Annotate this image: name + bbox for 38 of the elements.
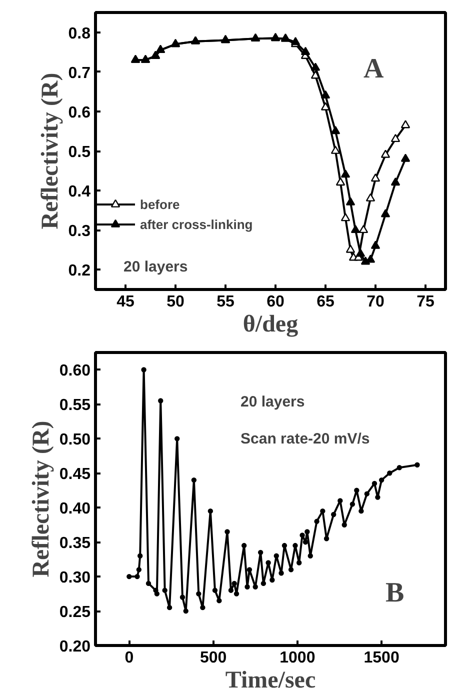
- y-tick-label: 0.20: [59, 638, 91, 656]
- y-tick-label: 0.8: [68, 25, 91, 42]
- y-tick-label: 0.45: [59, 466, 91, 484]
- x-tick-label: 500: [200, 650, 227, 666]
- legend-label: before: [140, 196, 180, 212]
- y-tick-label: 0.50: [59, 432, 91, 449]
- x-tick-label: 55: [216, 294, 234, 310]
- y-tick-label: 0.3: [68, 223, 91, 240]
- y-tick-label: 0.5: [68, 144, 91, 161]
- y-axis-title: Reflectivity (R): [37, 72, 64, 230]
- x-tick-label: 0: [124, 650, 134, 666]
- x-tick-label: 60: [266, 294, 284, 310]
- y-tick-label: 0.25: [59, 604, 91, 622]
- y-tick-label: 0.55: [59, 397, 91, 414]
- annotation: B: [386, 578, 404, 608]
- y-tick-label: 0.7: [68, 64, 91, 82]
- legend-label: after cross-linking: [140, 216, 253, 232]
- x-tick-label: 45: [116, 294, 134, 310]
- y-tick-label: 0.2: [68, 262, 91, 280]
- x-tick-label: 1000: [280, 650, 316, 666]
- x-axis-title: θ/deg: [242, 312, 298, 338]
- y-tick-label: 0.6: [68, 104, 91, 122]
- y-tick-label: 0.35: [59, 535, 91, 552]
- y-tick-label: 0.4: [68, 184, 91, 201]
- y-axis-title: Reflectivity (R): [28, 420, 54, 578]
- annotation: 20 layers: [124, 258, 188, 276]
- annotation: 20 layers: [240, 394, 305, 410]
- annotation: A: [364, 54, 384, 84]
- x-tick-label: 65: [316, 294, 334, 310]
- x-tick-label: 75: [416, 294, 434, 310]
- x-tick-label: 50: [166, 294, 184, 310]
- y-tick-label: 0.60: [59, 362, 91, 380]
- y-tick-label: 0.30: [59, 570, 91, 587]
- x-tick-label: 1500: [364, 650, 400, 666]
- x-axis-title: Time/sec: [225, 668, 316, 694]
- y-tick-label: 0.40: [59, 500, 91, 518]
- annotation: Scan rate-20 mV/s: [240, 430, 370, 448]
- x-tick-label: 70: [366, 294, 384, 310]
